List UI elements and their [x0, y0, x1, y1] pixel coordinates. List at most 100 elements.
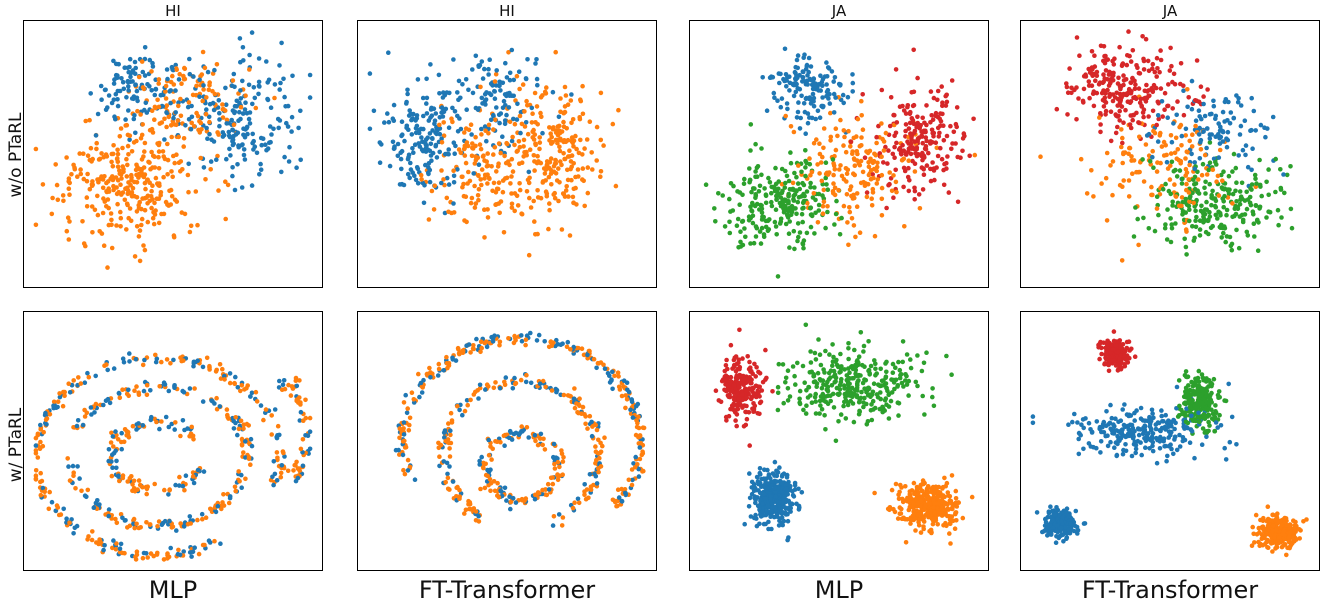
scatter-point	[636, 425, 642, 431]
scatter-point	[55, 505, 61, 510]
scatter-point	[208, 167, 213, 172]
scatter-point	[179, 358, 184, 364]
scatter-point	[859, 389, 864, 395]
scatter-point	[590, 167, 595, 172]
scatter-point	[497, 83, 502, 88]
scatter-point	[150, 60, 155, 66]
scatter-point	[223, 216, 228, 222]
scatter-point	[236, 469, 241, 474]
scatter-point	[921, 360, 927, 366]
scatter-point	[466, 169, 471, 175]
scatter-point	[475, 193, 481, 198]
scatter-point	[537, 146, 542, 152]
scatter-point	[503, 60, 508, 66]
scatter-point	[207, 80, 212, 85]
scatter-point	[837, 167, 842, 172]
scatter-point	[1164, 237, 1170, 242]
scatter-point	[122, 518, 128, 523]
scatter-point	[483, 128, 488, 133]
scatter-point	[944, 166, 949, 171]
scatter-point	[243, 93, 248, 98]
scatter-point	[861, 404, 866, 410]
scatter-point	[881, 160, 886, 165]
scatter-point	[948, 123, 953, 129]
scatter-point	[401, 467, 406, 473]
scatter-point	[948, 541, 953, 546]
scatter-point	[511, 116, 516, 122]
scatter-point	[258, 161, 263, 167]
scatter-point	[1193, 218, 1198, 223]
scatter-point	[786, 194, 791, 199]
scatter-point	[544, 85, 549, 90]
scatter-point	[552, 461, 557, 467]
scatter-point	[200, 399, 206, 404]
scatter-point	[1177, 168, 1183, 173]
scatter-point	[57, 394, 63, 400]
scatter-point	[464, 343, 469, 348]
scatter-point	[156, 196, 162, 201]
scatter-point	[1119, 127, 1124, 132]
scatter-point	[203, 515, 209, 520]
scatter-point	[442, 210, 448, 216]
scatter-point	[759, 225, 765, 231]
scatter-point	[111, 538, 116, 543]
scatter-point	[443, 479, 448, 485]
scatter-point	[506, 105, 512, 110]
scatter-point	[118, 209, 123, 215]
scatter-point	[449, 116, 454, 121]
scatter-point	[920, 115, 925, 121]
scatter-point	[585, 426, 590, 431]
scatter-point	[955, 199, 961, 205]
scatter-point	[782, 78, 787, 84]
scatter-point	[571, 186, 577, 192]
scatter-point	[1127, 100, 1133, 105]
scatter-point	[507, 428, 513, 434]
scatter-point	[230, 78, 236, 83]
scatter-point	[902, 168, 908, 174]
scatter-point	[567, 233, 573, 238]
scatter-point	[1097, 115, 1102, 120]
scatter-point	[141, 388, 147, 394]
scatter-point	[67, 520, 72, 526]
scatter-point	[859, 113, 864, 118]
scatter-point	[860, 127, 866, 132]
scatter-point	[808, 180, 813, 186]
scatter-point	[904, 352, 910, 357]
scatter-point	[535, 153, 540, 159]
scatter-point	[889, 188, 895, 194]
scatter-point	[464, 140, 470, 145]
scatter-point	[183, 473, 189, 478]
scatter-point	[1244, 229, 1250, 235]
scatter-point	[875, 177, 880, 182]
scatter-point	[200, 364, 206, 370]
scatter-point	[1146, 114, 1151, 119]
scatter-point	[105, 367, 110, 373]
scatter-point	[1228, 110, 1234, 115]
scatter-point	[881, 139, 887, 144]
scatter-point	[177, 483, 182, 488]
scatter-point	[439, 180, 444, 186]
scatter-point	[912, 139, 918, 144]
scatter-point	[535, 188, 540, 193]
scatter-point	[428, 153, 434, 158]
scatter-point	[281, 450, 286, 456]
scatter-point	[556, 166, 561, 171]
scatter-point	[1197, 156, 1203, 161]
scatter-point	[894, 140, 899, 146]
scatter-point	[237, 479, 242, 484]
scatter-point	[844, 171, 850, 176]
scatter-point	[38, 479, 43, 485]
scatter-point	[89, 204, 95, 209]
scatter-point	[224, 117, 230, 123]
scatter-point	[941, 123, 946, 128]
scatter-point	[857, 143, 863, 149]
scatter-point	[482, 92, 488, 97]
scatter-point	[387, 163, 393, 169]
scatter-point	[178, 521, 183, 526]
scatter-point	[765, 228, 771, 234]
scatter-point	[526, 252, 532, 258]
scatter-point	[778, 216, 784, 222]
scatter-point	[524, 189, 530, 194]
scatter-point	[247, 110, 253, 115]
